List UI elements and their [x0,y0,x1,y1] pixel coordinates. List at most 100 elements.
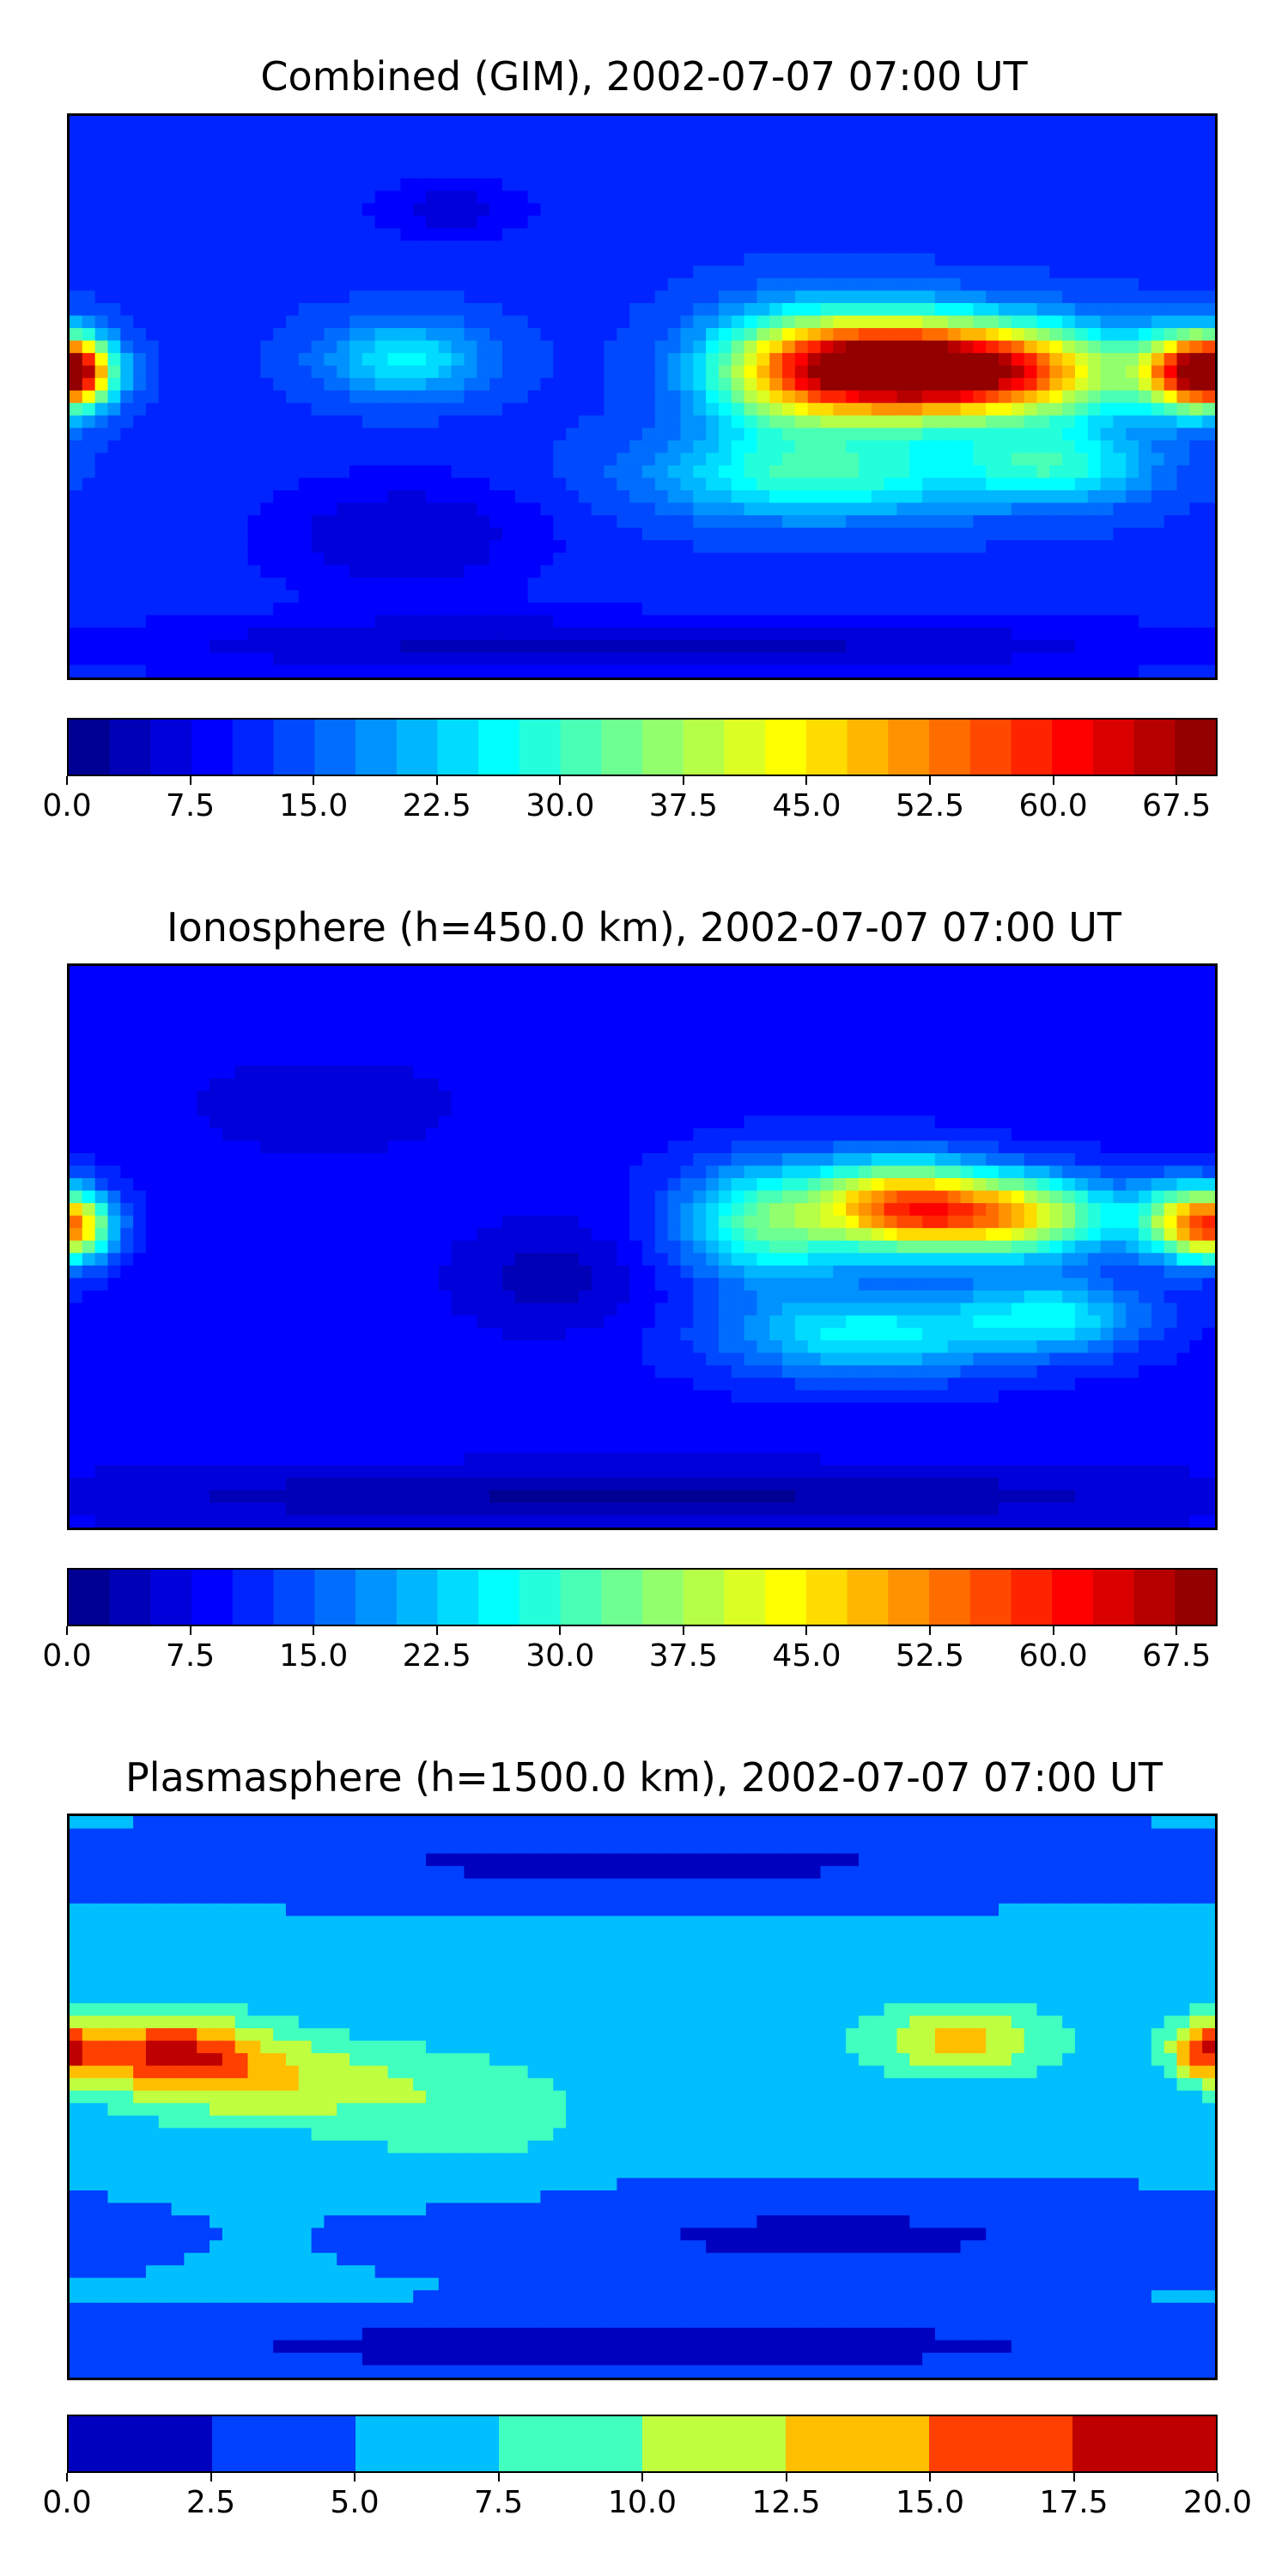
heatmap-cell [247,978,261,992]
heatmap-cell [934,178,949,191]
heatmap-cell [1126,116,1139,130]
heatmap-cell [1163,1003,1178,1017]
heatmap-cell [794,228,809,241]
heatmap-cell [769,252,783,266]
heatmap-cell [1163,203,1178,216]
heatmap-cell [501,1053,516,1066]
heatmap-cell [464,1016,477,1030]
heatmap-cell [744,978,757,992]
heatmap-cell [94,1003,109,1017]
heatmap-cell [1062,1078,1076,1091]
heatmap-cell [1189,290,1203,304]
heatmap-cell [986,203,999,216]
heatmap-cell [566,178,580,191]
heatmap-cell [629,116,643,130]
heatmap-cell [1036,1016,1050,1030]
heatmap-cell [744,228,757,241]
heatmap-cell [718,290,732,304]
heatmap-cell [234,240,249,254]
heatmap-cell [566,191,580,204]
heatmap-cell [718,1028,732,1042]
heatmap-cell [617,141,630,155]
heatmap-cell [374,178,389,191]
heatmap-cell [604,1003,617,1017]
heatmap-cell [578,178,592,191]
heatmap-cell [629,1053,643,1066]
heatmap-cell [1139,153,1152,167]
heatmap-cell [247,1053,261,1066]
heatmap-cell [858,203,872,216]
heatmap-cell [337,303,350,317]
heatmap-cell [947,166,962,179]
heatmap-cell [744,178,757,191]
heatmap-cell [553,966,567,980]
heatmap-cell [171,1066,185,1079]
heatmap-cell [438,328,453,342]
heatmap-cell [82,991,96,1005]
heatmap-cell [489,166,503,179]
heatmap-cell [184,116,197,130]
heatmap-cell [566,116,580,130]
heatmap-cell [210,216,223,229]
heatmap-cell [1139,178,1152,191]
heatmap-cell [222,290,236,304]
heatmap-cell [986,240,999,254]
heatmap-cell [782,277,796,292]
heatmap-cell [540,116,554,130]
heatmap-cell [896,315,910,329]
heatmap-cell [438,178,453,191]
heatmap-cell [337,290,350,304]
heatmap-cell [514,991,529,1005]
heatmap-cell [234,265,249,279]
heatmap-cell [769,178,783,191]
heatmap-cell [222,328,236,342]
heatmap-cell [884,252,898,266]
heatmap-cell [361,128,376,142]
heatmap-cell [1202,265,1215,279]
heatmap-cell [120,966,134,980]
heatmap-cell [413,277,427,292]
heatmap-cell [1163,1066,1178,1079]
heatmap-cell [349,315,363,329]
heatmap-cell [693,141,707,155]
heatmap-cell [654,178,669,191]
heatmap-cell [400,128,414,142]
heatmap-cell [70,1041,83,1054]
heatmap-cell [947,303,962,317]
heatmap-cell [744,116,757,130]
heatmap-cell [171,191,185,204]
heatmap-cell [400,1078,414,1091]
heatmap-cell [1126,966,1139,980]
heatmap-cell [324,1016,337,1030]
heatmap-cell [731,153,745,167]
heatmap-cell [285,191,300,204]
heatmap-cell [731,178,745,191]
heatmap-cell [680,303,694,317]
heatmap-cell [107,991,121,1005]
heatmap-cell [884,315,898,329]
heatmap-cell [527,303,542,317]
heatmap-cell [566,290,580,304]
heatmap-cell [247,216,261,229]
heatmap-cell [477,240,490,254]
heatmap-cell [642,1078,656,1091]
heatmap-cell [693,240,707,254]
heatmap-cell [706,1016,720,1030]
heatmap-cell [158,228,173,241]
heatmap-cell [1049,191,1063,204]
heatmap-cell [400,240,414,254]
heatmap-cell [387,128,401,142]
heatmap-cell [999,1003,1012,1017]
heatmap-cell [973,1078,987,1091]
heatmap-cell [247,1016,261,1030]
heatmap-cell [744,203,757,216]
heatmap-cell [158,290,173,304]
heatmap-cell [1062,141,1076,155]
heatmap-cell [553,128,567,142]
heatmap-cell [591,116,605,130]
heatmap-cell [1151,153,1165,167]
heatmap-cell [210,328,223,342]
heatmap-cell [896,240,910,254]
heatmap-cell [234,1066,249,1079]
heatmap-cell [566,1003,580,1017]
